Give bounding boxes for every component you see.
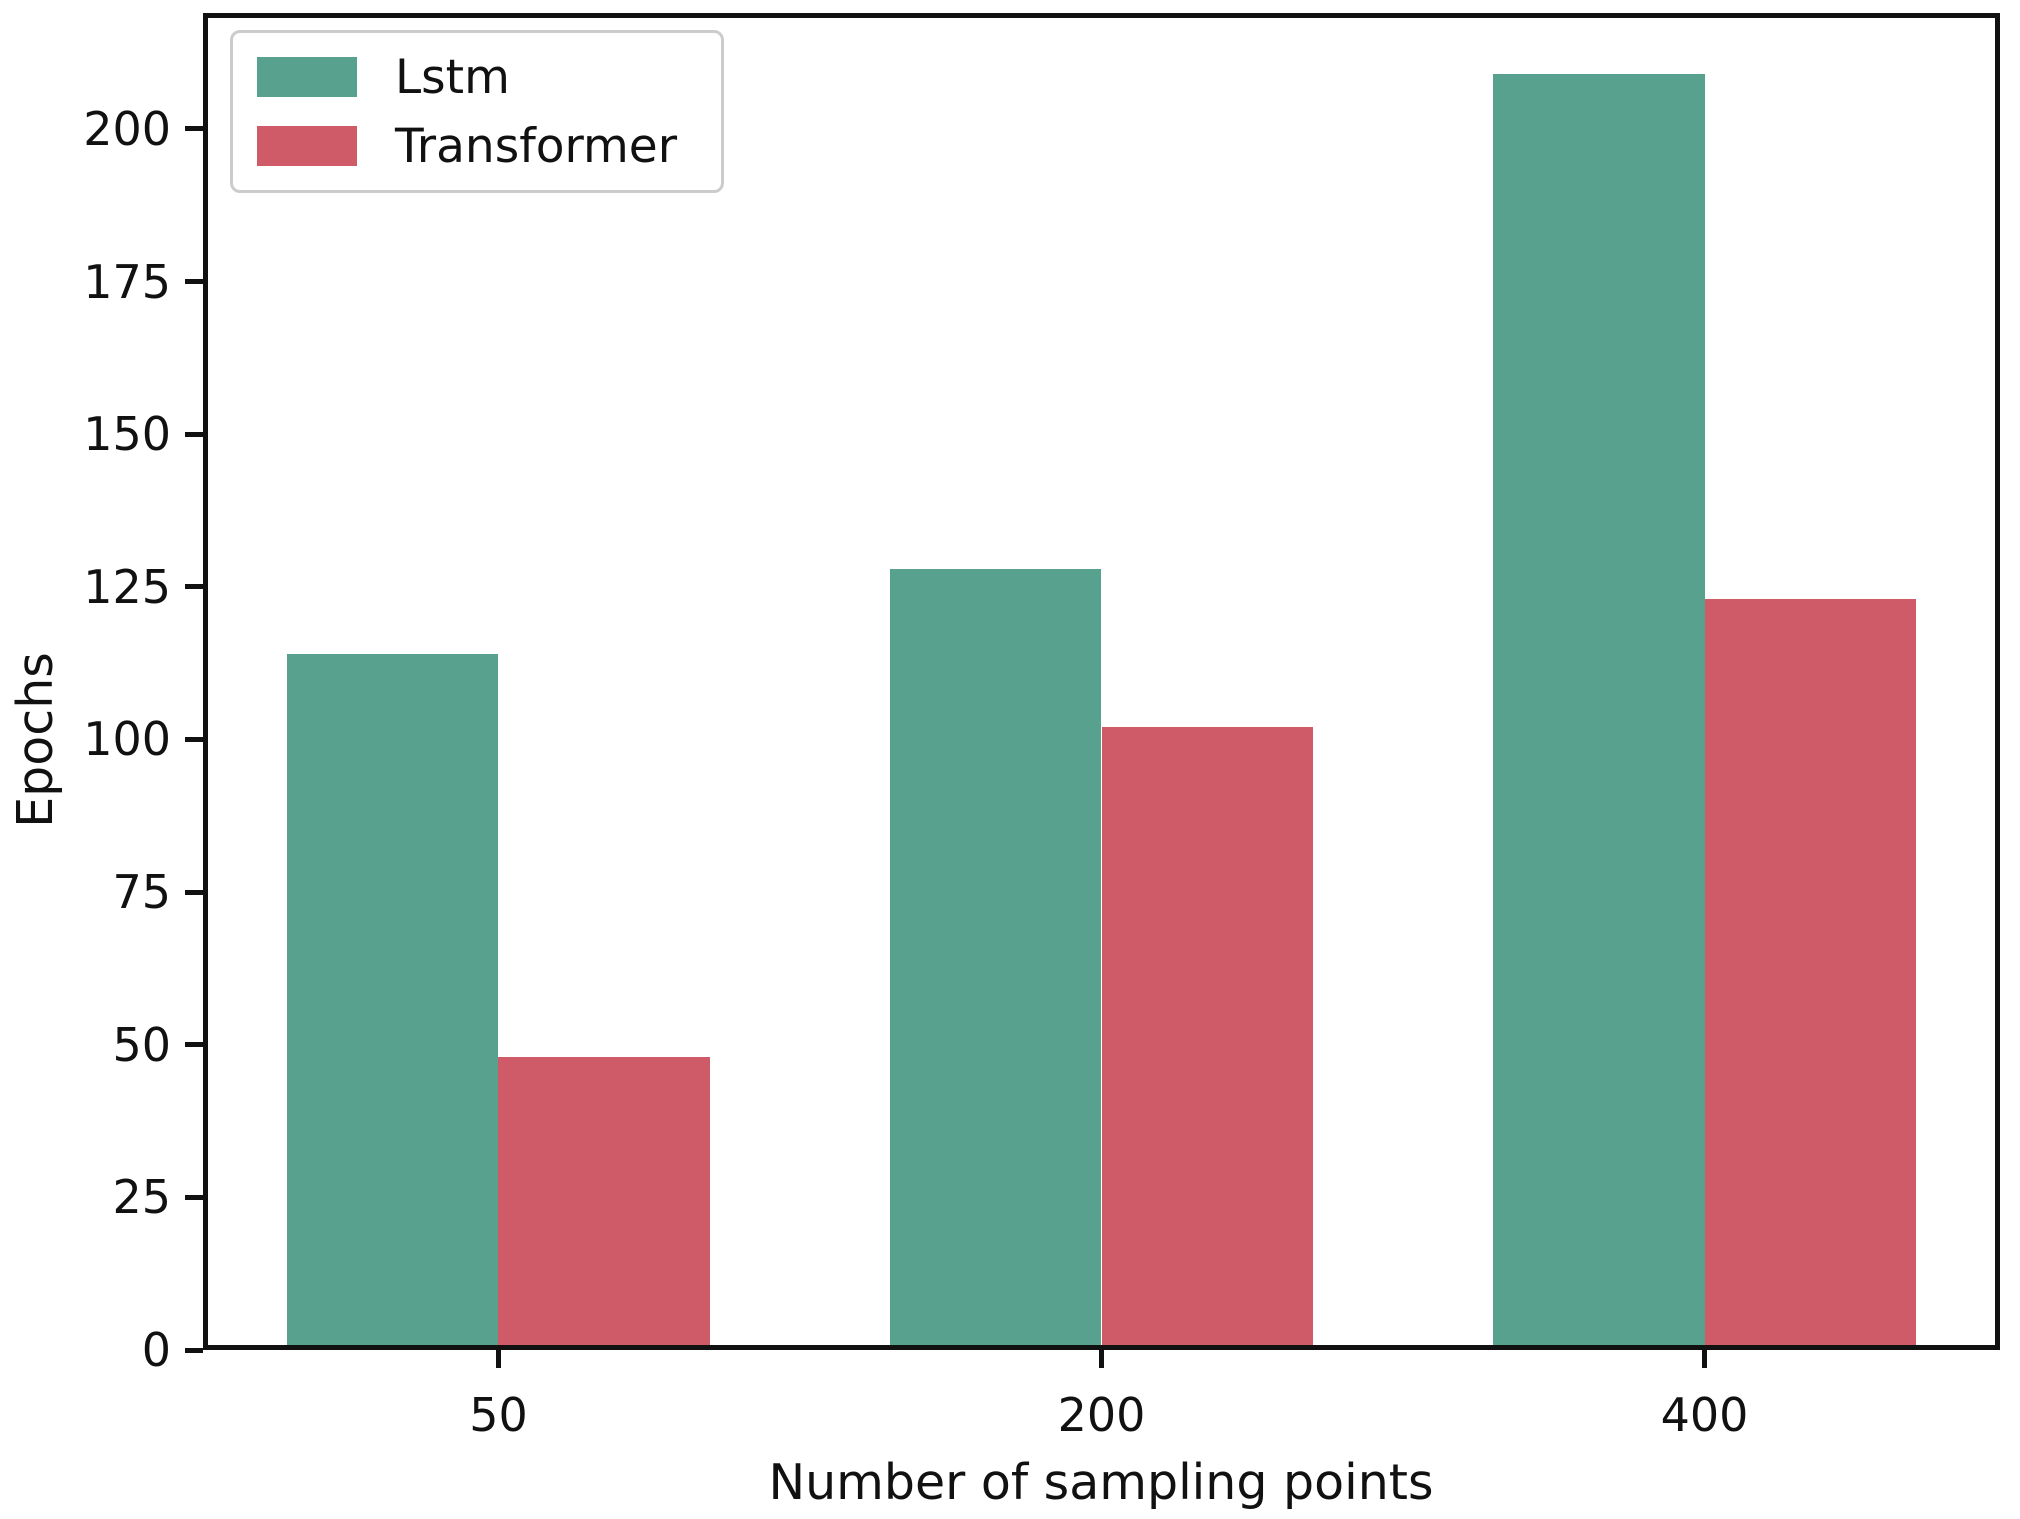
y-tick-75 <box>185 889 203 895</box>
y-tick-label-25: 25 <box>112 1170 171 1225</box>
x-tick-50 <box>495 1350 501 1368</box>
y-tick-label-50: 50 <box>112 1017 171 1072</box>
y-tick-175 <box>185 279 203 285</box>
plot-area: 0 25 50 75 100 125 150 175 200 50 200 400 Lstm Tran… <box>83 13 2000 1438</box>
y-tick-125 <box>185 584 203 590</box>
bar-transformer-400 <box>1704 599 1916 1350</box>
legend-swatch-lstm <box>257 57 357 97</box>
x-tick-400 <box>1702 1350 1708 1368</box>
bar-lstm-400 <box>1493 74 1705 1350</box>
y-tick-150 <box>185 431 203 437</box>
bar-lstm-50 <box>287 654 499 1350</box>
y-tick-label-0: 0 <box>141 1323 171 1377</box>
bar-transformer-200 <box>1101 727 1313 1350</box>
legend-item-lstm: Lstm <box>257 54 721 101</box>
x-tick-200 <box>1099 1350 1104 1368</box>
x-tick-label-200: 200 <box>1057 1388 1146 1442</box>
y-tick-200 <box>185 126 203 132</box>
legend-label-transformer: Transformer <box>395 118 678 174</box>
y-tick-label-150: 150 <box>83 407 171 462</box>
y-axis-label: Epochs <box>7 652 65 828</box>
y-tick-label-125: 125 <box>83 559 171 614</box>
x-tick-label-400: 400 <box>1660 1388 1749 1442</box>
axis-spine-right <box>1995 13 2000 1350</box>
y-tick-label-175: 175 <box>83 254 171 309</box>
x-tick-label-50: 50 <box>469 1388 528 1442</box>
y-tick-25 <box>185 1194 203 1200</box>
axis-spine-bottom <box>203 1345 2000 1350</box>
y-tick-label-200: 200 <box>83 101 171 156</box>
legend-swatch-transformer <box>257 126 357 166</box>
bar-transformer-50 <box>498 1056 710 1350</box>
legend-label-lstm: Lstm <box>395 49 510 105</box>
axis-spine-top <box>203 13 2000 18</box>
y-tick-label-100: 100 <box>83 712 171 767</box>
bar-lstm-200 <box>890 568 1102 1350</box>
y-tick-100 <box>185 736 203 742</box>
y-tick-label-75: 75 <box>112 865 171 920</box>
axis-spine-left <box>203 13 208 1350</box>
legend: Lstm Transformer <box>230 30 724 193</box>
y-tick-0 <box>185 1347 203 1353</box>
legend-item-transformer: Transformer <box>257 123 721 170</box>
x-axis-label: Number of sampling points <box>768 1454 1434 1511</box>
y-tick-50 <box>185 1042 203 1048</box>
